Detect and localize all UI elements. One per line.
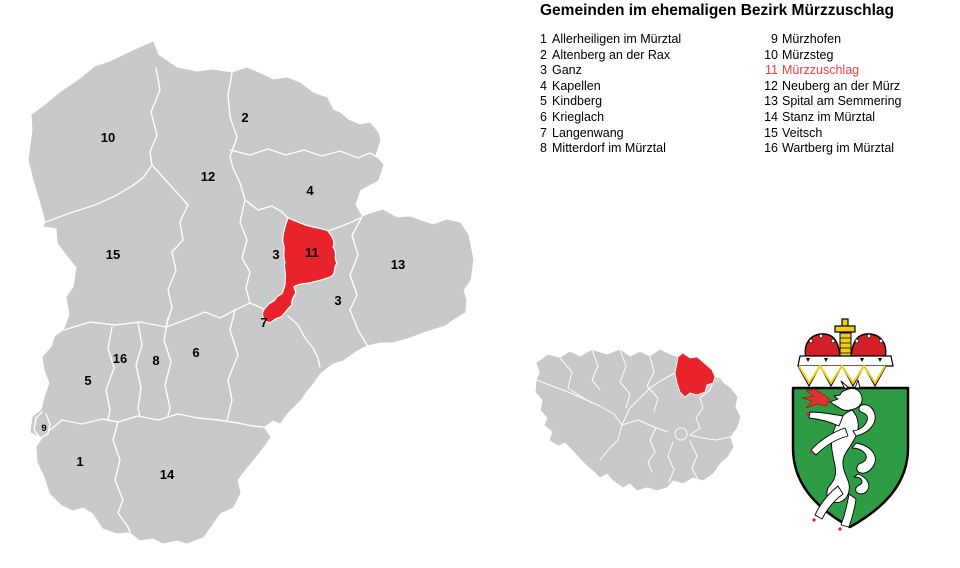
panther [801,379,876,531]
municipality-legend: 1 Allerheiligen im Mürztal 2 Altenberg an … [540,32,902,157]
map-label-12: 12 [201,169,215,184]
panther-tail-loop-3 [853,473,870,495]
legend-item-3: 3 Ganz [540,63,582,78]
map-label-2: 2 [241,110,248,125]
shield [791,386,910,529]
legend-item-9: 9 Mürzhofen [771,32,842,46]
graz-city-ring [674,427,688,441]
panther-tail-loop-2 [851,442,876,474]
panther-head [829,387,863,411]
panther-hindleg-right [840,493,857,528]
map-label-3a: 3 [272,247,279,262]
legend-item-8: 8 Mitterdorf im Mürztal [540,141,666,156]
crown-pearls [808,333,884,344]
legend-item-5: 5 Kindberg [540,94,603,109]
crown-red-cap-right [850,333,887,359]
legend-item-4: 4 Kapellen [540,78,601,93]
municipality-11-highlight [261,217,338,323]
legend-item-16: 16 Wartberg im Mürztal [764,141,895,156]
map-label-10: 10 [101,130,115,145]
styria-district-borders [536,349,731,483]
minimap-exclave-dot [715,378,720,383]
map-label-13: 13 [391,257,405,272]
map-label-6: 6 [192,345,199,360]
panther-fire-breath [801,388,831,409]
panther-hindleg-left [814,485,844,520]
map-label-3b: 3 [334,293,341,308]
district-map: 10 2 12 4 15 3 11 13 3 7 6 16 8 5 9 1 14 [28,41,474,544]
panther-foreleg-lower [810,427,849,456]
map-label-16: 16 [113,351,127,366]
map-label-9: 9 [41,423,46,434]
map-label-14: 14 [160,467,175,482]
ducal-hat [797,318,894,387]
map-label-5: 5 [84,373,91,388]
legend-item-1: 1 Allerheiligen im Mürztal [540,32,682,46]
map-label-8: 8 [152,353,159,368]
legend-item-7: 7 Langenwang [540,125,624,140]
legend-column-2: 9 Mürzhofen 10 Mürzsteg 11 Mürzzuschlag 12 N… [762,32,902,157]
district-outline [28,41,474,544]
styria-coat-of-arms [791,318,910,531]
styria-locator-map [535,349,741,491]
minimap-highlight-muerzzuschlag [674,352,716,398]
map-label-15: 15 [106,247,120,262]
panther-foreleg-upper [808,411,844,427]
legend-item-11-highlighted: 11 Mürzzuschlag [765,63,860,78]
legend-item-10: 10 Mürzsteg [764,47,834,62]
legend-item-14: 14 Stanz im Mürztal [764,109,876,124]
map-label-7: 7 [260,315,267,330]
map-label-1: 1 [76,454,83,469]
legend-item-13: 13 Spital am Semmering [764,94,902,109]
crown-gold-zigzag [798,364,886,385]
panther-claws [806,412,842,531]
map-label-11: 11 [305,245,319,260]
panther-tail-loop-1 [852,404,876,437]
municipality-borders [33,67,378,533]
legend-item-15: 15 Veitsch [764,125,823,140]
crown-ermine-spots [806,358,882,362]
legend-item-12: 12 Neuberg an der Mürz [764,78,901,93]
crown-brim [797,355,894,367]
map-label-4: 4 [306,183,314,198]
crown-center-band [839,332,852,359]
legend-item-2: 2 Altenberg an der Rax [540,47,671,62]
legend-column-1: 1 Allerheiligen im Mürztal 2 Altenberg an … [540,32,762,157]
panther-horns [840,379,861,390]
legend-item-6: 6 Krieglach [540,109,605,124]
crown-red-cap-left [804,333,841,359]
page-title: Gemeinden im ehemaligen Bezirk Mürzzusch… [540,2,895,19]
